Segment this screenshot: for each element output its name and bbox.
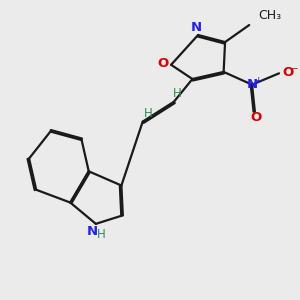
Text: N: N	[87, 225, 98, 238]
Text: −: −	[290, 64, 298, 74]
Text: CH₃: CH₃	[258, 9, 281, 22]
Text: H: H	[97, 228, 105, 241]
Text: O: O	[251, 111, 262, 124]
Text: O: O	[282, 66, 293, 79]
Text: N: N	[247, 78, 258, 91]
Text: +: +	[254, 76, 262, 85]
Text: O: O	[158, 57, 169, 70]
Text: H: H	[143, 106, 152, 120]
Text: N: N	[191, 21, 202, 34]
Text: H: H	[172, 87, 181, 100]
